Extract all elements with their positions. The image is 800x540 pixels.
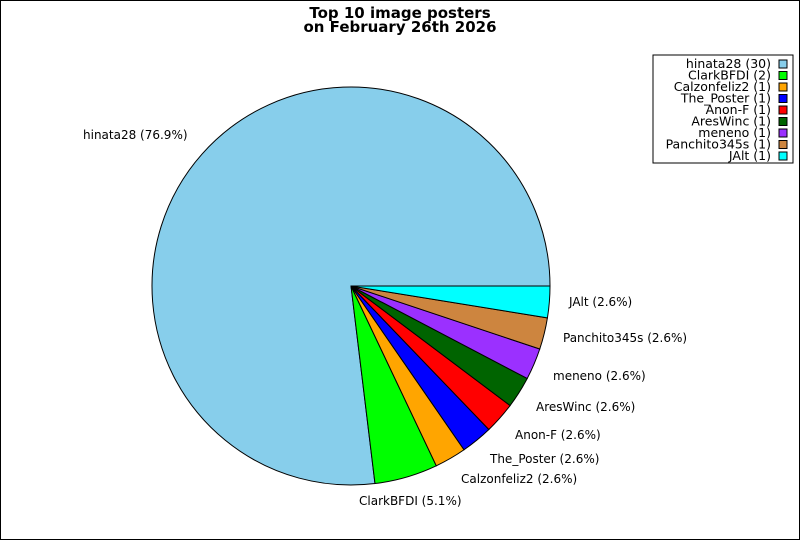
legend-label-anon-f: Anon-F (1) xyxy=(706,102,771,117)
slice-label-panchito345s: Panchito345s (2.6%) xyxy=(563,331,687,345)
legend-label-meneno: meneno (1) xyxy=(698,125,771,140)
slice-label-anon-f: Anon-F (2.6%) xyxy=(515,428,601,442)
legend-swatch-anon-f xyxy=(778,105,788,115)
slice-label-the_poster: The_Poster (2.6%) xyxy=(489,452,599,466)
legend-swatch-hinata28 xyxy=(778,59,788,69)
legend-label-panchito345s: Panchito345s (1) xyxy=(666,137,771,152)
legend-swatch-clarkbfdi xyxy=(778,71,788,80)
chart-title-line-1: Top 10 image posters xyxy=(309,4,490,22)
legend-swatch-panchito345s xyxy=(778,140,788,149)
pie-slice-hinata28 xyxy=(151,86,551,486)
slice-label-clarkbfdi: ClarkBFDI (5.1%) xyxy=(359,494,462,508)
legend-box xyxy=(652,54,794,164)
legend-label-calzonfeliz2: Calzonfeliz2 (1) xyxy=(674,79,771,94)
legend-label-the_poster: The_Poster (1) xyxy=(680,91,771,106)
legend-label-areswinc: AresWinc (1) xyxy=(691,114,771,129)
legend-swatch-meneno xyxy=(778,128,788,138)
legend-label-jalt: JAlt (1) xyxy=(728,148,771,163)
legend: hinata28 (30)ClarkBFDI (2)Calzonfeliz2 (… xyxy=(652,54,794,164)
chart-title-line-2: on February 26th 2026 xyxy=(303,18,496,36)
pie-slices xyxy=(151,86,551,486)
slice-label-meneno: meneno (2.6%) xyxy=(553,369,646,383)
slice-label-hinata28: hinata28 (76.9%) xyxy=(83,128,188,142)
legend-swatch-calzonfeliz2 xyxy=(778,82,788,92)
pie-slice-jalt xyxy=(350,285,551,319)
slice-label-areswinc: AresWinc (2.6%) xyxy=(536,400,635,414)
slice-labels: hinata28 (76.9%) ClarkBFDI (5.1%) Calzonfe… xyxy=(83,128,687,508)
legend-swatch-the_poster xyxy=(778,94,788,103)
legend-swatch-areswinc xyxy=(778,117,788,126)
legend-swatch-jalt xyxy=(778,151,788,161)
slice-label-calzonfeliz2: Calzonfeliz2 (2.6%) xyxy=(461,472,577,486)
slice-label-jalt: JAlt (2.6%) xyxy=(568,295,632,309)
legend-label-clarkbfdi: ClarkBFDI (2) xyxy=(688,68,771,83)
legend-label-hinata28: hinata28 (30) xyxy=(686,56,771,71)
